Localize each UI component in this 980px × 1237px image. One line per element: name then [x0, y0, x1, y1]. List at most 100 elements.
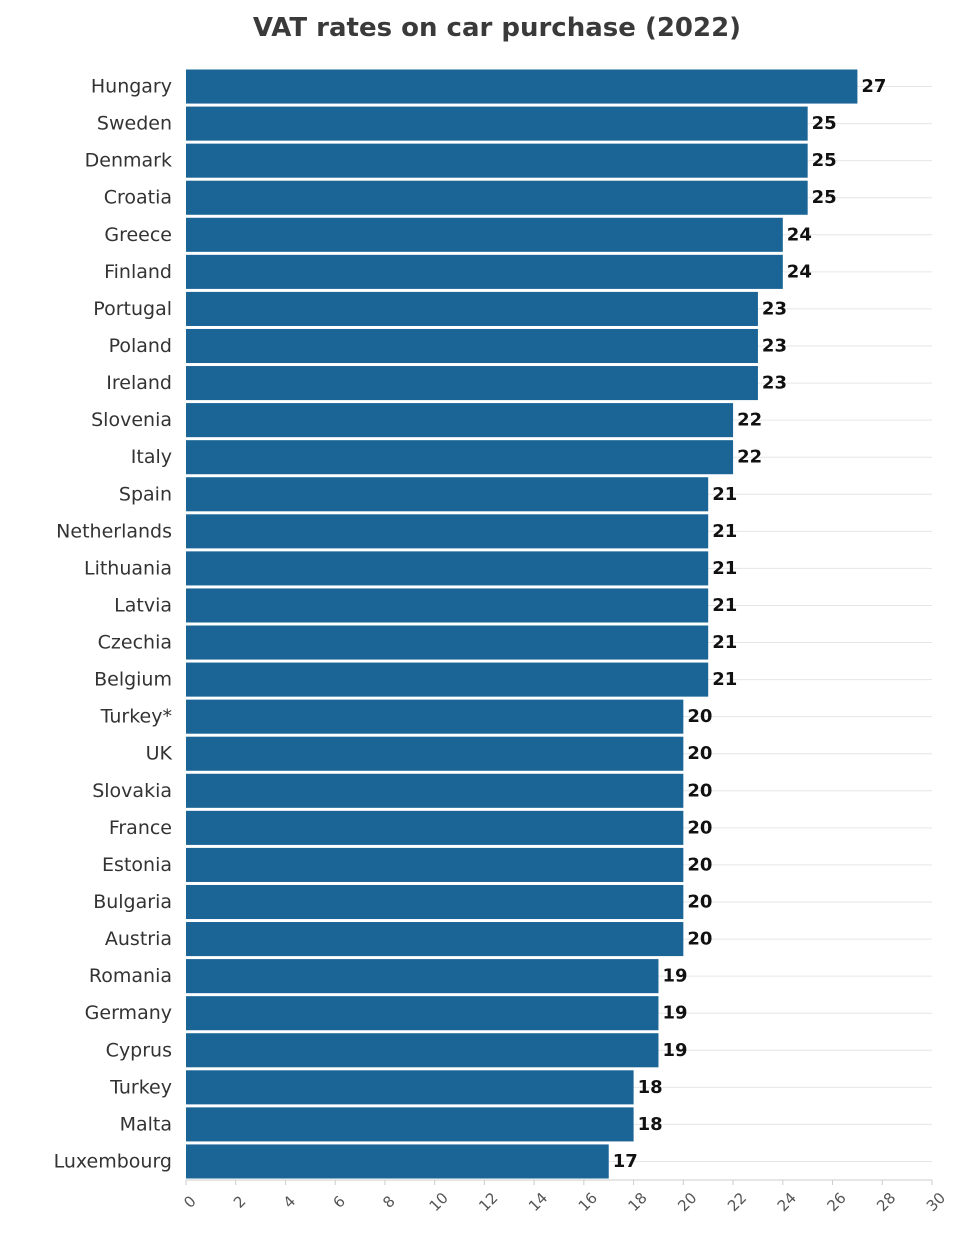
category-label: Turkey	[109, 1076, 172, 1098]
category-label: Greece	[104, 224, 172, 246]
value-label: 27	[861, 76, 886, 97]
value-label: 20	[687, 817, 712, 838]
category-label: Netherlands	[56, 520, 172, 542]
value-label: 19	[662, 1040, 687, 1061]
bar-turkey	[186, 1070, 634, 1105]
category-label: Spain	[119, 483, 172, 505]
category-label: Germany	[85, 1002, 172, 1024]
category-label: Portugal	[93, 298, 172, 320]
bar-poland	[186, 328, 758, 364]
category-label: Austria	[105, 928, 172, 950]
x-tick-label: 2	[230, 1192, 249, 1211]
bar-portugal	[186, 291, 758, 326]
category-labels: Hungary Sweden Denmark Croatia Greece Finland…	[54, 76, 173, 1173]
bar-ireland	[186, 366, 758, 401]
x-tick-label: 0	[180, 1192, 199, 1211]
category-label: Croatia	[104, 187, 172, 209]
value-label: 17	[613, 1151, 638, 1172]
bar-estonia	[186, 847, 684, 882]
value-label: 20	[687, 929, 712, 950]
value-label: 20	[687, 892, 712, 913]
value-label: 24	[787, 224, 812, 245]
value-label: 23	[762, 373, 787, 394]
x-tick-label: 22	[724, 1189, 750, 1215]
x-tick-label: 24	[774, 1189, 800, 1215]
category-label: Turkey*	[100, 706, 172, 728]
value-label: 21	[712, 632, 737, 653]
bar-croatia	[186, 180, 808, 215]
category-label: Poland	[109, 335, 172, 357]
category-label: Slovakia	[92, 780, 172, 802]
bar-austria	[186, 922, 684, 957]
bar-sweden	[186, 106, 808, 141]
category-label: Estonia	[102, 854, 172, 876]
bar-belgium	[186, 662, 709, 697]
bar-spain	[186, 477, 709, 512]
bar-luxembourg	[186, 1144, 609, 1179]
value-label: 23	[762, 336, 787, 357]
category-label: Malta	[120, 1113, 172, 1135]
bar-germany	[186, 996, 659, 1031]
value-label: 19	[662, 966, 687, 987]
x-tick-label: 20	[674, 1189, 700, 1215]
value-label: 18	[638, 1114, 663, 1135]
value-label: 25	[812, 113, 837, 134]
category-label: Italy	[131, 446, 172, 468]
value-label: 21	[712, 595, 737, 616]
category-label: Finland	[104, 261, 172, 283]
bar-latvia	[186, 588, 709, 623]
bar-italy	[186, 440, 734, 475]
category-label: Bulgaria	[93, 891, 172, 913]
value-labels: 2725252524242323232222212121212121202020…	[613, 76, 887, 1172]
x-tick-label: 30	[923, 1189, 949, 1215]
bar-denmark	[186, 143, 808, 178]
value-label: 20	[687, 780, 712, 801]
bar-slovakia	[186, 773, 684, 808]
category-label: Czechia	[98, 632, 172, 654]
category-label: Ireland	[106, 372, 172, 394]
x-tick-label: 26	[823, 1189, 849, 1215]
x-axis: 0 2 4 6 8 10 12 14 16 18 20 22 24 26 28 30	[180, 1179, 949, 1215]
bar-finland	[186, 254, 783, 289]
x-tick-label: 4	[280, 1192, 299, 1211]
category-label: France	[109, 817, 172, 839]
bar-cyprus	[186, 1033, 659, 1068]
category-label: Lithuania	[84, 557, 172, 579]
x-tick-label: 16	[575, 1189, 601, 1215]
x-tick-label: 10	[426, 1189, 452, 1215]
value-label: 23	[762, 298, 787, 319]
x-tick-label: 6	[329, 1192, 348, 1211]
bar-romania	[186, 959, 659, 994]
value-label: 21	[712, 484, 737, 505]
value-label: 22	[737, 410, 762, 431]
category-label: Romania	[89, 965, 172, 987]
chart-title: VAT rates on car purchase (2022)	[253, 13, 741, 43]
x-tick-label: 14	[525, 1189, 551, 1215]
category-label: Sweden	[97, 113, 172, 135]
bar-netherlands	[186, 514, 709, 549]
x-tick-label: 12	[475, 1189, 501, 1215]
value-label: 20	[687, 706, 712, 727]
value-label: 21	[712, 669, 737, 690]
value-label: 24	[787, 261, 812, 282]
bar-bulgaria	[186, 884, 684, 920]
category-label: Luxembourg	[54, 1150, 172, 1172]
category-label: Denmark	[85, 150, 172, 172]
bar-malta	[186, 1107, 634, 1142]
value-label: 25	[812, 187, 837, 208]
value-label: 25	[812, 150, 837, 171]
category-label: Hungary	[91, 76, 172, 98]
bar-czechia	[186, 625, 709, 660]
value-label: 21	[712, 521, 737, 542]
bar-hungary	[186, 69, 858, 104]
bars	[186, 69, 858, 1179]
value-label: 18	[638, 1077, 663, 1098]
x-tick-label: 28	[873, 1189, 899, 1215]
category-label: UK	[146, 743, 173, 765]
bar-turkey	[186, 699, 684, 734]
bar-slovenia	[186, 403, 734, 438]
category-label: Latvia	[114, 594, 172, 616]
value-label: 21	[712, 558, 737, 579]
